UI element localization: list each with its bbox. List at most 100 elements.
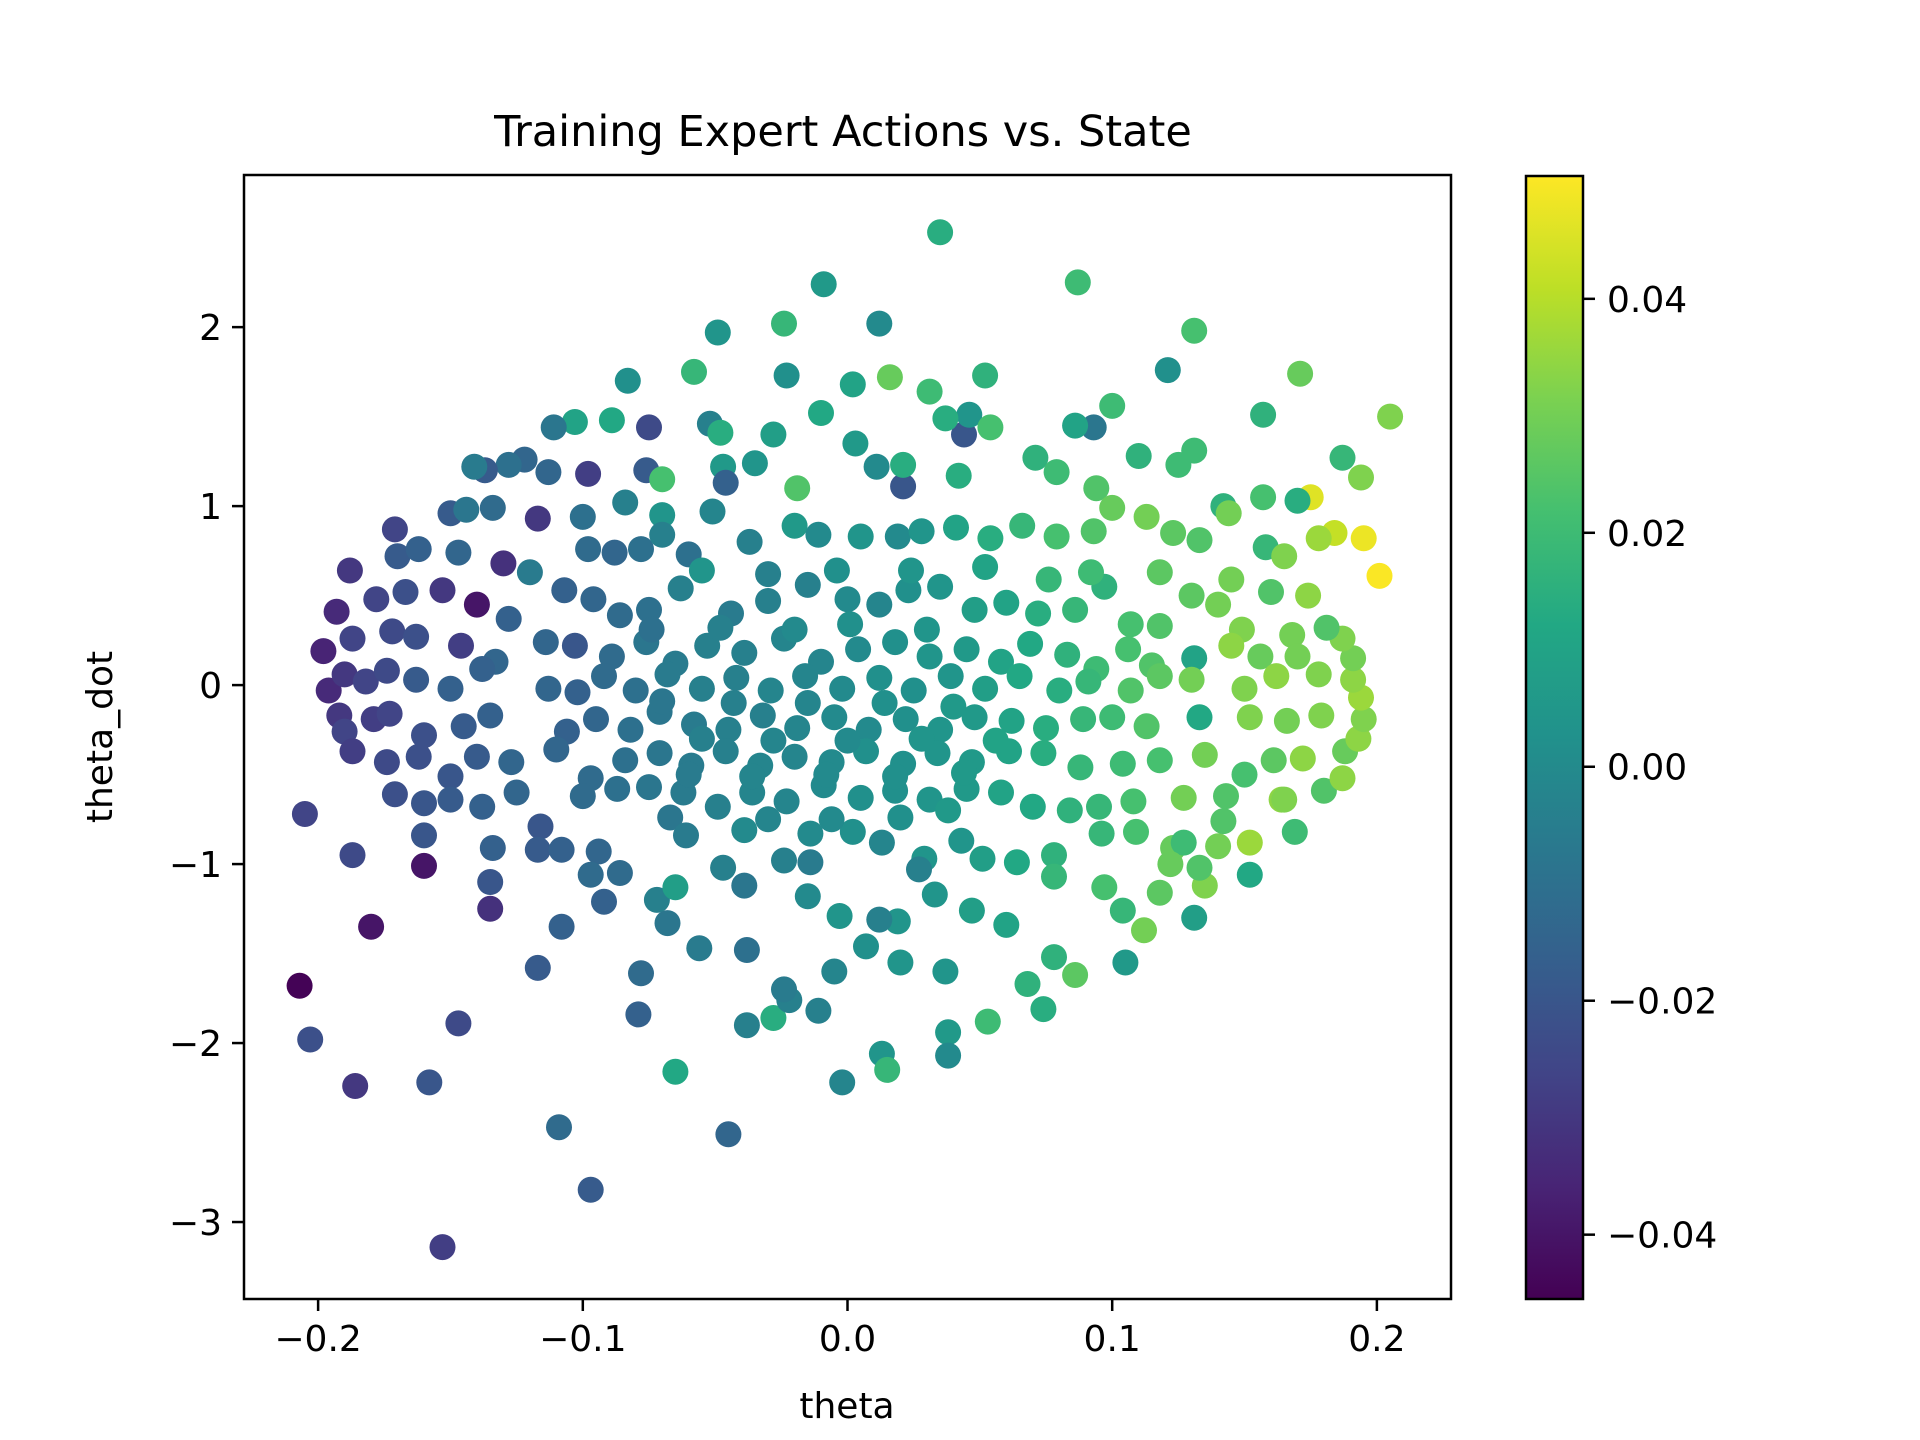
data-point xyxy=(569,503,596,530)
data-point xyxy=(781,743,808,770)
data-point xyxy=(863,453,890,480)
colorbar xyxy=(1524,174,1585,1301)
data-point xyxy=(1366,562,1393,589)
data-point xyxy=(1117,611,1144,638)
data-point xyxy=(636,774,662,801)
data-point xyxy=(535,459,562,486)
data-point xyxy=(1273,707,1300,734)
data-point xyxy=(1160,520,1187,546)
data-point xyxy=(731,872,758,899)
data-point xyxy=(887,949,914,976)
data-point xyxy=(1186,527,1213,554)
data-point xyxy=(384,543,411,570)
data-point xyxy=(1260,747,1287,774)
data-point xyxy=(1181,904,1208,931)
data-point xyxy=(935,1042,962,1069)
data-point xyxy=(1295,582,1322,609)
data-point xyxy=(416,1069,443,1096)
data-point xyxy=(310,638,337,665)
data-point xyxy=(1109,750,1136,777)
data-point xyxy=(1056,797,1083,824)
data-point xyxy=(921,881,948,908)
data-point xyxy=(1091,874,1118,901)
data-point xyxy=(654,910,681,937)
data-point xyxy=(352,668,379,695)
data-point xyxy=(699,498,726,525)
colorbar-tick-label: 0.00 xyxy=(1607,748,1687,789)
data-point xyxy=(842,430,869,457)
data-point xyxy=(1120,788,1147,815)
data-point xyxy=(1345,725,1372,752)
data-point xyxy=(755,588,782,614)
data-point xyxy=(381,781,408,808)
data-point xyxy=(1305,661,1332,688)
y-tick-label: −3 xyxy=(169,1203,222,1244)
y-tick-label: 1 xyxy=(199,487,222,528)
data-point xyxy=(940,693,967,720)
data-point xyxy=(657,804,684,831)
x-tick-label: 0.2 xyxy=(1348,1319,1405,1360)
data-point xyxy=(411,790,437,817)
data-point xyxy=(1170,829,1197,856)
data-point xyxy=(741,450,768,477)
data-point xyxy=(821,958,848,985)
data-point xyxy=(323,598,350,625)
data-point xyxy=(638,616,665,643)
data-point xyxy=(1170,784,1197,811)
data-point xyxy=(1205,833,1232,860)
data-point xyxy=(535,675,562,702)
data-point xyxy=(405,743,432,770)
data-point xyxy=(591,888,617,915)
data-point xyxy=(339,625,366,652)
colorbar-tick-label: 0.04 xyxy=(1607,280,1687,321)
data-point xyxy=(577,1176,604,1203)
data-point xyxy=(771,310,797,337)
data-point xyxy=(1099,494,1126,521)
data-point xyxy=(1109,897,1136,924)
data-point xyxy=(1133,713,1160,740)
data-point xyxy=(874,1056,901,1083)
data-point xyxy=(715,1121,742,1148)
y-tick-label: 0 xyxy=(199,666,222,707)
data-point xyxy=(1178,582,1205,609)
data-point xyxy=(1263,663,1290,690)
data-point xyxy=(339,738,366,765)
data-point xyxy=(1033,715,1059,742)
data-point xyxy=(411,722,437,749)
data-point xyxy=(943,514,969,541)
data-point xyxy=(606,602,633,629)
data-point xyxy=(411,822,437,849)
data-point xyxy=(604,775,631,802)
data-point xyxy=(866,591,893,618)
data-point xyxy=(662,1058,689,1085)
data-point xyxy=(580,586,607,613)
data-point xyxy=(1146,559,1173,586)
data-point xyxy=(1308,702,1335,729)
data-point xyxy=(1062,962,1089,988)
data-point xyxy=(1154,357,1181,384)
data-point xyxy=(445,1010,472,1037)
data-point xyxy=(871,690,898,716)
data-point xyxy=(972,362,999,389)
data-point xyxy=(479,835,506,861)
data-point xyxy=(1348,464,1374,491)
data-point xyxy=(1247,643,1274,670)
data-point xyxy=(784,475,811,502)
data-point xyxy=(853,933,879,960)
data-point xyxy=(585,838,612,865)
data-point xyxy=(1305,525,1332,552)
x-tick-label: −0.1 xyxy=(539,1319,626,1360)
data-point xyxy=(757,677,784,704)
data-point xyxy=(336,557,363,584)
data-point xyxy=(286,972,313,999)
data-point xyxy=(403,623,430,650)
data-point xyxy=(927,573,954,600)
data-point xyxy=(1289,745,1316,772)
data-point xyxy=(548,913,575,940)
data-point xyxy=(739,763,766,790)
data-point xyxy=(1009,512,1036,539)
data-point xyxy=(710,854,737,881)
data-point xyxy=(1030,740,1057,767)
data-point xyxy=(1146,663,1173,690)
data-point xyxy=(1003,849,1030,876)
